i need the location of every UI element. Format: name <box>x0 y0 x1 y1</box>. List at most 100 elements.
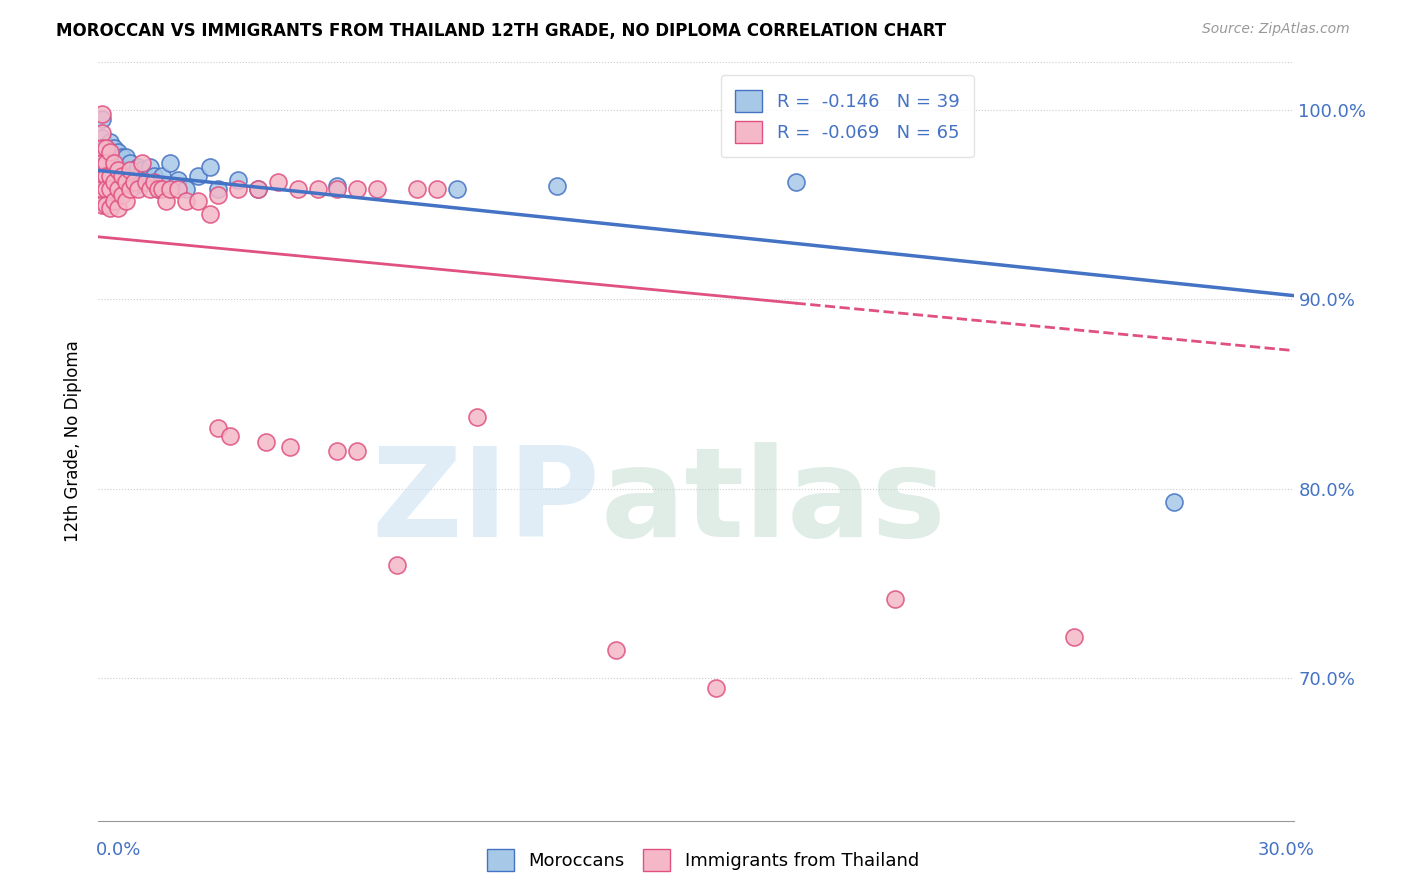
Point <box>226 182 249 196</box>
Y-axis label: 12th Grade, No Diploma: 12th Grade, No Diploma <box>65 341 83 542</box>
Point <box>1163 495 1185 509</box>
Point <box>115 175 138 189</box>
Point <box>148 182 170 196</box>
Point <box>96 141 118 155</box>
Point <box>346 444 368 458</box>
Point <box>366 182 388 196</box>
Point <box>131 156 153 170</box>
Point <box>198 207 221 221</box>
Point <box>150 182 173 196</box>
Point <box>207 421 229 435</box>
Point <box>226 173 249 187</box>
Point <box>135 175 157 189</box>
Point <box>1063 630 1085 644</box>
Point <box>219 429 242 443</box>
Point <box>107 156 129 170</box>
Point <box>159 182 181 196</box>
Text: 0.0%: 0.0% <box>96 840 141 858</box>
Point <box>426 182 449 196</box>
Text: MOROCCAN VS IMMIGRANTS FROM THAILAND 12TH GRADE, NO DIPLOMA CORRELATION CHART: MOROCCAN VS IMMIGRANTS FROM THAILAND 12T… <box>56 22 946 40</box>
Point <box>91 197 114 211</box>
Point <box>91 106 114 120</box>
Point <box>103 156 125 170</box>
Point <box>107 202 129 216</box>
Point <box>91 126 114 140</box>
Point <box>150 169 173 183</box>
Point <box>98 182 122 196</box>
Point <box>115 150 138 164</box>
Point <box>159 156 181 170</box>
Point <box>246 182 269 196</box>
Text: atlas: atlas <box>600 442 946 563</box>
Point <box>135 173 157 187</box>
Point <box>446 182 468 196</box>
Point <box>98 169 122 183</box>
Point <box>143 175 166 189</box>
Legend: R =  -0.146   N = 39, R =  -0.069   N = 65: R = -0.146 N = 39, R = -0.069 N = 65 <box>721 75 974 157</box>
Point <box>127 182 149 196</box>
Point <box>103 169 125 183</box>
Point <box>385 558 409 572</box>
Point <box>91 131 114 145</box>
Point <box>96 156 118 170</box>
Point <box>148 182 170 196</box>
Point <box>91 141 114 155</box>
Point <box>465 409 488 424</box>
Point <box>115 194 138 208</box>
Point <box>115 163 138 178</box>
Point <box>103 156 125 170</box>
Point <box>103 194 125 208</box>
Point <box>96 156 118 170</box>
Point <box>704 681 727 695</box>
Point <box>103 175 125 189</box>
Point <box>124 178 146 193</box>
Point <box>155 194 177 208</box>
Point <box>107 163 129 178</box>
Point <box>884 591 907 606</box>
Point <box>120 156 142 170</box>
Point <box>143 169 166 183</box>
Text: 30.0%: 30.0% <box>1258 840 1315 858</box>
Point <box>207 182 229 196</box>
Point <box>326 182 349 196</box>
Point <box>207 188 229 202</box>
Point <box>131 163 153 178</box>
Point <box>111 150 134 164</box>
Point <box>139 160 162 174</box>
Point <box>167 182 190 196</box>
Point <box>546 178 568 193</box>
Point <box>187 169 209 183</box>
Point <box>187 194 209 208</box>
Point <box>267 175 290 189</box>
Point <box>120 182 142 196</box>
Point <box>307 182 329 196</box>
Point <box>96 145 118 159</box>
Point <box>96 197 118 211</box>
Point <box>198 160 221 174</box>
Point <box>287 182 309 196</box>
Point <box>785 175 807 189</box>
Point <box>127 160 149 174</box>
Text: ZIP: ZIP <box>371 442 600 563</box>
Point <box>111 188 134 202</box>
Point <box>167 173 190 187</box>
Point <box>346 182 368 196</box>
Point <box>91 156 114 170</box>
Point <box>111 163 134 178</box>
Point <box>98 148 122 162</box>
Point <box>254 434 277 449</box>
Point <box>278 440 301 454</box>
Point <box>98 135 122 149</box>
Point <box>174 194 197 208</box>
Point <box>98 202 122 216</box>
Point <box>91 169 114 183</box>
Point <box>605 643 627 657</box>
Point <box>120 169 142 183</box>
Point <box>107 145 129 159</box>
Point <box>326 178 349 193</box>
Point <box>139 182 162 196</box>
Point <box>103 141 125 155</box>
Point <box>107 182 129 196</box>
Point <box>406 182 429 196</box>
Point <box>111 169 134 183</box>
